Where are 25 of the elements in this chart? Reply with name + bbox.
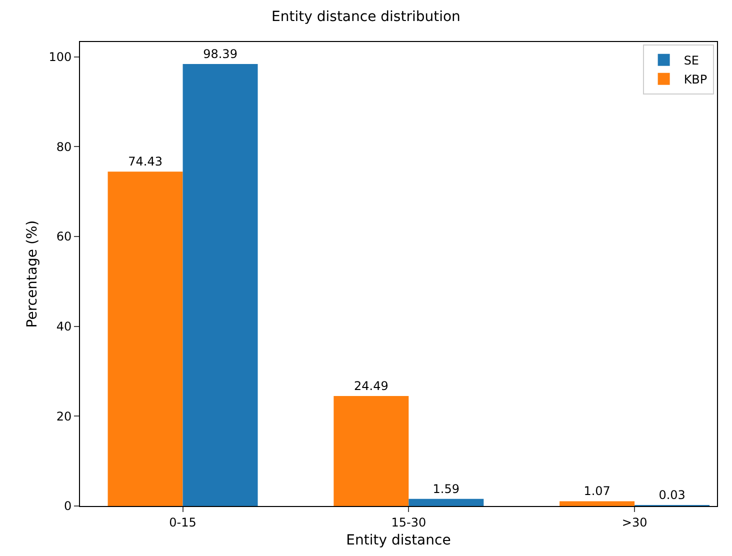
- bar: [108, 172, 183, 506]
- x-tick-label: 15-30: [391, 515, 426, 530]
- bar: [334, 396, 409, 506]
- data-label: 74.43: [128, 154, 162, 169]
- y-tick-label: 40: [56, 320, 72, 334]
- x-tick-label: 0-15: [169, 515, 196, 530]
- legend-label: SE: [684, 54, 700, 68]
- data-label: 24.49: [354, 379, 388, 393]
- y-tick-label: 80: [56, 140, 72, 154]
- y-axis-title: Percentage (%): [24, 220, 40, 328]
- bar: [182, 64, 258, 506]
- x-axis-title: Entity distance: [346, 532, 451, 549]
- y-tick-label: 60: [56, 230, 72, 244]
- data-label: 1.07: [584, 484, 610, 498]
- x-tick-label: >30: [622, 515, 648, 530]
- bar: [408, 498, 484, 506]
- y-tick-label: 0: [64, 499, 72, 514]
- data-label: 0.03: [658, 488, 686, 502]
- data-label: 98.39: [203, 47, 238, 62]
- chart-title: Entity distance distribution: [272, 8, 460, 25]
- data-label: 1.59: [432, 482, 460, 496]
- bar: [560, 501, 635, 506]
- y-tick-label: 100: [48, 50, 72, 64]
- y-tick-label: 20: [56, 409, 72, 424]
- legend-label: KBP: [684, 72, 708, 86]
